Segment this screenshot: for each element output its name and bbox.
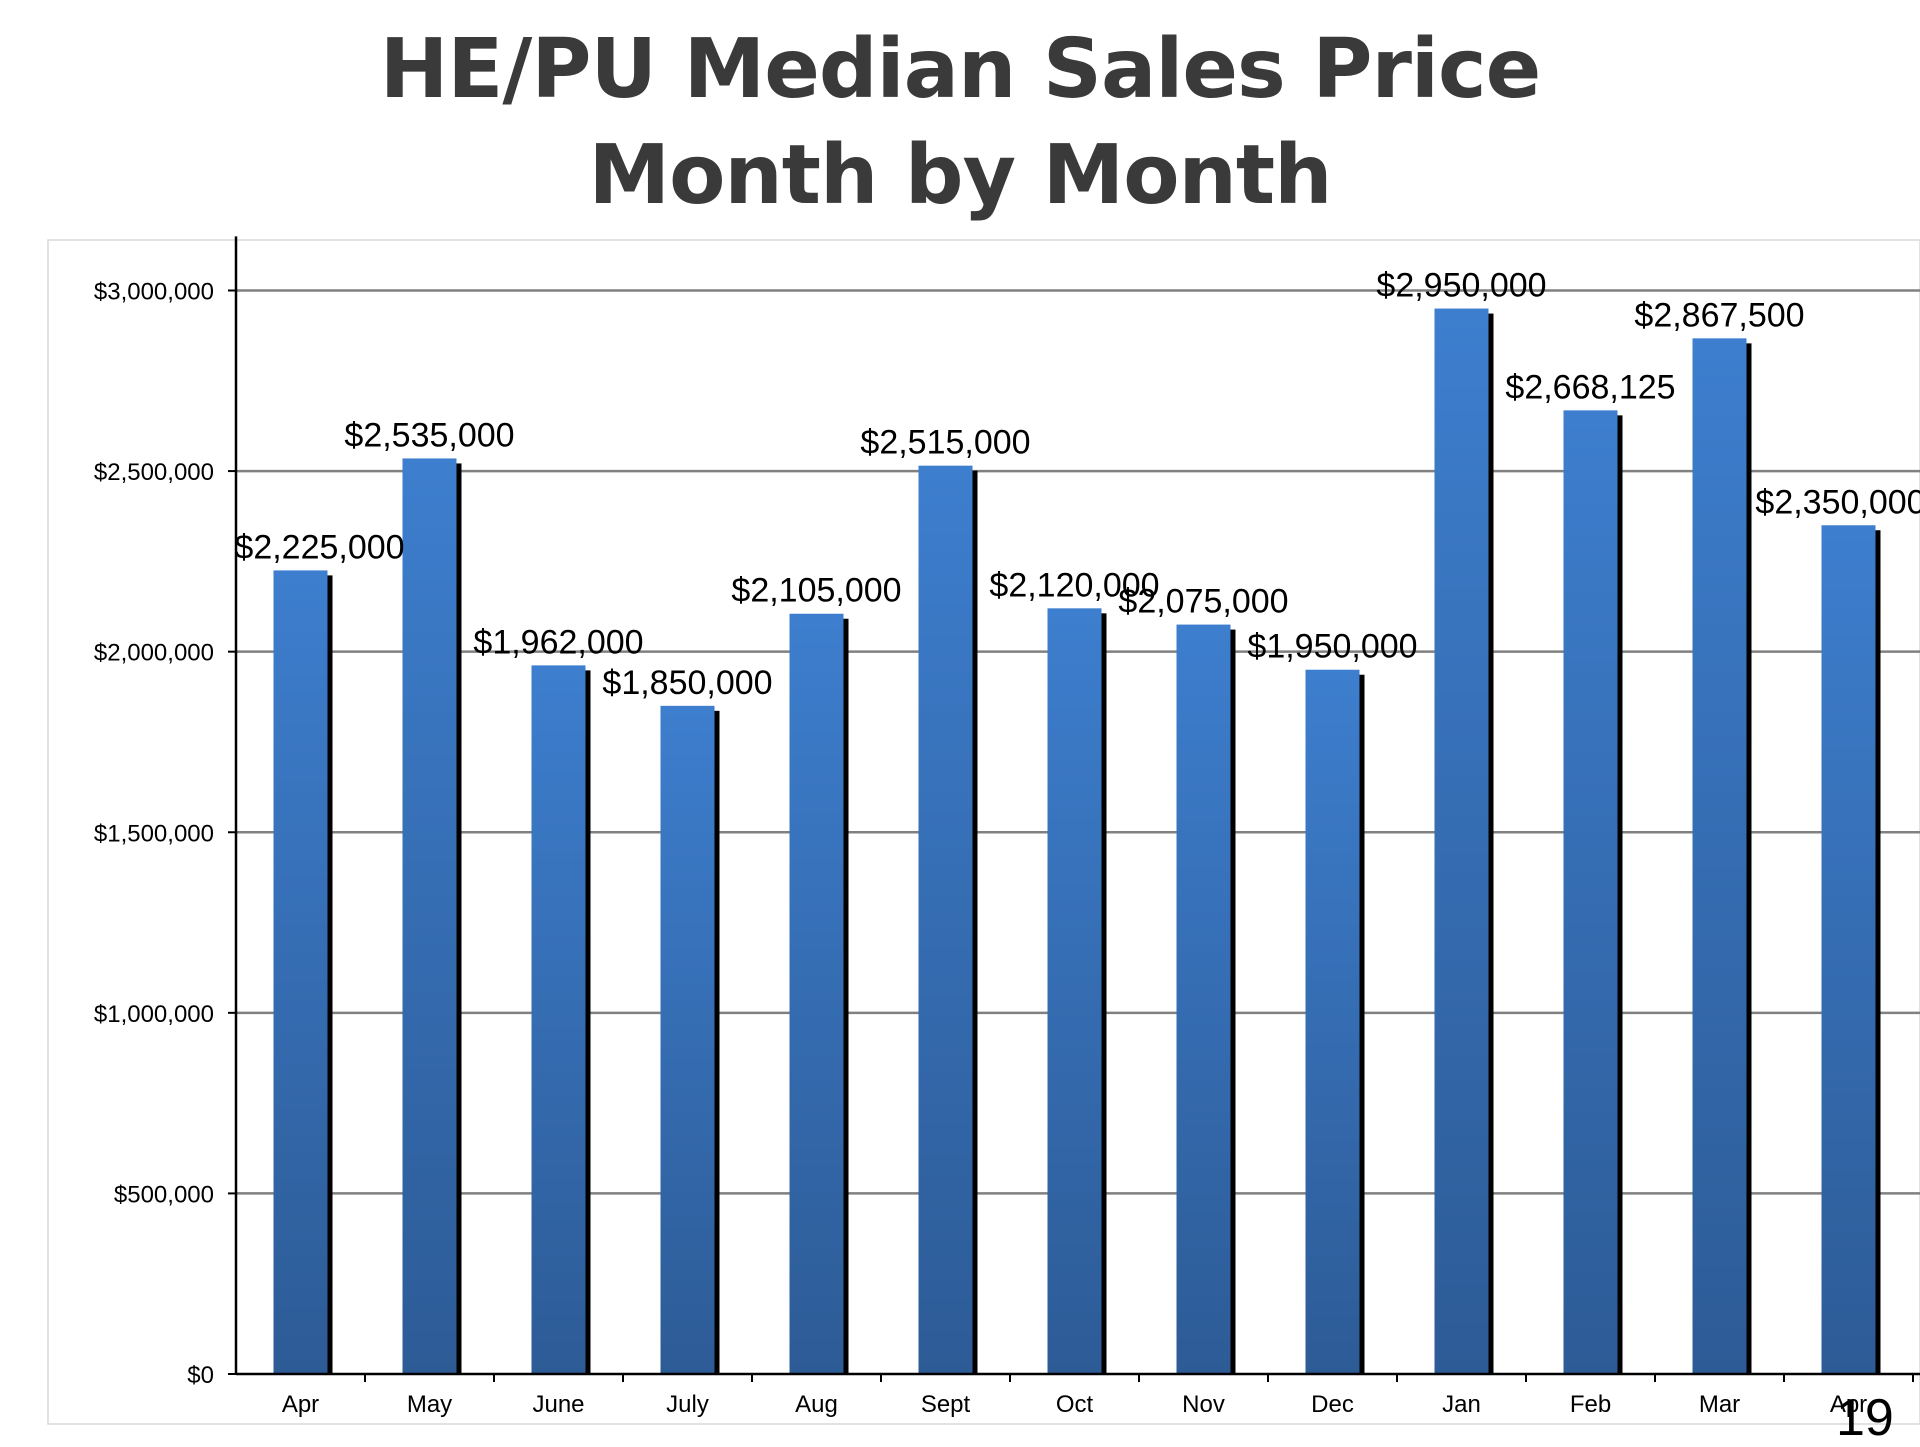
bar-mar (1692, 338, 1747, 1374)
y-tick-label: $1,500,000 (94, 820, 214, 847)
bar-apr (1821, 525, 1876, 1374)
bar-feb (1563, 410, 1618, 1374)
y-tick-label: $3,000,000 (94, 279, 214, 306)
y-tick-label: $500,000 (114, 1181, 214, 1208)
data-label: $2,105,000 (731, 572, 901, 610)
x-tick-label: Aug (795, 1391, 838, 1418)
x-tick-label: June (532, 1391, 584, 1418)
y-tick-label: $1,000,000 (94, 1001, 214, 1028)
bar-nov (1176, 624, 1231, 1374)
data-label: $1,962,000 (473, 623, 643, 661)
y-tick-label: $0 (187, 1362, 214, 1389)
bar-jan (1434, 308, 1489, 1374)
data-label: $2,867,500 (1634, 296, 1804, 334)
x-tick-label: July (666, 1391, 709, 1418)
x-tick-label: Mar (1699, 1391, 1740, 1418)
data-label: $1,850,000 (602, 664, 772, 702)
data-label: $2,225,000 (234, 528, 404, 566)
y-tick-label: $2,500,000 (94, 459, 214, 486)
bars (273, 308, 1876, 1374)
x-tick-label: Jan (1442, 1391, 1481, 1418)
page-number: 19 (1836, 1389, 1894, 1447)
bar-may (402, 458, 457, 1374)
x-tick-label: Apr (1830, 1391, 1867, 1418)
data-label: $2,535,000 (344, 416, 514, 454)
data-label: $1,950,000 (1247, 628, 1417, 666)
data-labels: $2,225,000 $2,535,000 $1,962,000$1,850,000… (234, 267, 1920, 702)
plot-frame (47, 239, 1920, 1425)
x-tick-label: Feb (1570, 1391, 1611, 1418)
bar-june (531, 665, 586, 1374)
bar-apr (273, 570, 328, 1374)
data-label: $2,950,000 (1376, 267, 1546, 305)
x-tick-label: May (407, 1391, 452, 1418)
x-tick-label: Apr (282, 1391, 319, 1418)
x-tick-label: Sept (921, 1391, 971, 1418)
data-label: $2,350,000 (1755, 483, 1920, 521)
chart-title-line-2: Month by Month (588, 128, 1332, 223)
data-label: $2,075,000 (1118, 583, 1288, 621)
bar-dec (1305, 669, 1360, 1374)
tick-labels: $0 $500,000 $1,000,000 $1,500,000 $2,000,000… (94, 279, 1867, 1419)
bar-july (660, 705, 715, 1374)
data-label: $2,515,000 (860, 424, 1030, 462)
bar-aug (789, 613, 844, 1374)
x-tick-label: Nov (1182, 1391, 1225, 1418)
bar-oct (1047, 608, 1102, 1374)
y-tick-label: $2,000,000 (94, 640, 214, 667)
axes (228, 236, 1920, 1382)
x-tick-label: Oct (1056, 1391, 1094, 1418)
bar-sept (918, 465, 973, 1374)
x-tick-label: Dec (1311, 1391, 1354, 1418)
chart-title-line-1: HE/PU Median Sales Price (379, 22, 1541, 117)
data-label: $2,668,125 (1505, 368, 1675, 406)
data-label: $2,120,000 (989, 566, 1159, 604)
